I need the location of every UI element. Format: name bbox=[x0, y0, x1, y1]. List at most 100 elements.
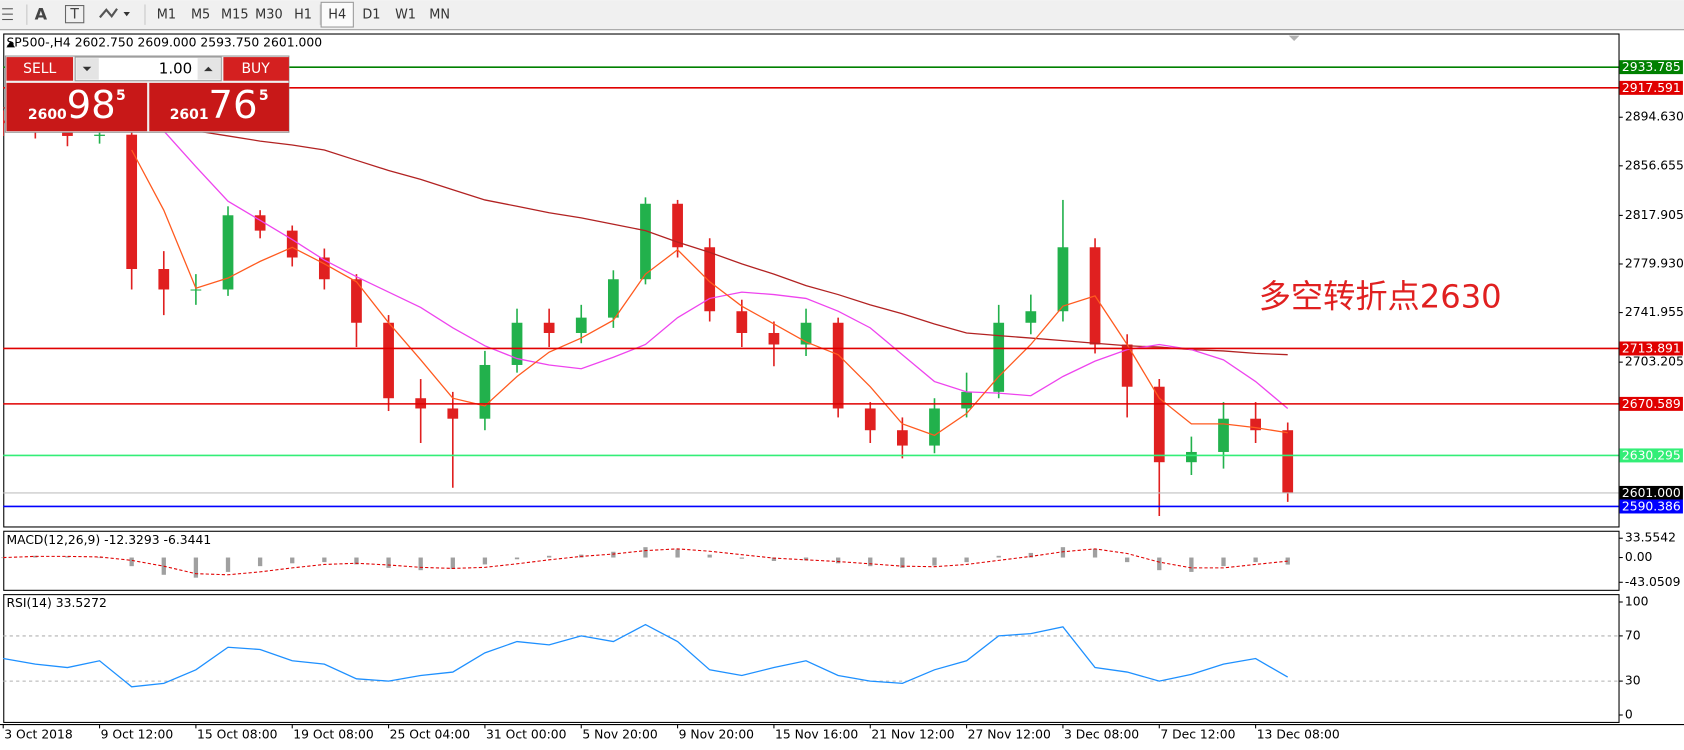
y-tick-label: 2703.205 bbox=[1625, 355, 1684, 369]
y-tick-label: 2817.905 bbox=[1625, 208, 1684, 222]
macd-histogram bbox=[450, 557, 455, 570]
macd-histogram bbox=[129, 557, 134, 567]
macd-panel bbox=[3, 530, 1620, 591]
y-tick-label: 100 bbox=[1625, 595, 1649, 609]
macd-histogram bbox=[290, 557, 295, 564]
moving-average bbox=[131, 112, 1289, 410]
candle-body bbox=[447, 408, 459, 419]
macd-histogram bbox=[1285, 557, 1290, 565]
macd-histogram bbox=[932, 557, 937, 566]
timeframe-button[interactable]: H4 bbox=[328, 8, 346, 23]
timeframe-button[interactable]: MN bbox=[429, 8, 450, 23]
main-panel bbox=[3, 33, 1620, 528]
macd-histogram bbox=[611, 551, 616, 558]
candle-body bbox=[126, 134, 138, 270]
label-tool-frame bbox=[64, 5, 85, 24]
timeframe-button[interactable]: M1 bbox=[157, 8, 176, 23]
candle-body bbox=[575, 317, 587, 333]
macd-histogram bbox=[1125, 557, 1130, 563]
timeframe-button[interactable]: M30 bbox=[255, 8, 283, 23]
macd-histogram bbox=[900, 557, 905, 568]
text-tool[interactable]: A bbox=[35, 5, 48, 24]
moving-average bbox=[131, 149, 1288, 437]
candle-body bbox=[190, 289, 202, 291]
sell-button[interactable] bbox=[6, 57, 74, 81]
price-level-label: 2713.891 bbox=[1622, 342, 1681, 356]
macd-histogram bbox=[739, 557, 744, 559]
bid-fraction: 5 bbox=[116, 88, 126, 104]
y-tick-label: 2741.955 bbox=[1625, 305, 1684, 319]
macd-histogram bbox=[643, 547, 648, 558]
macd-histogram bbox=[514, 557, 520, 560]
macd-histogram bbox=[675, 549, 680, 558]
y-tick-label: 2894.630 bbox=[1625, 110, 1684, 124]
buy-button[interactable] bbox=[223, 57, 289, 81]
label-tool[interactable]: T bbox=[69, 7, 79, 23]
macd-histogram bbox=[707, 554, 712, 558]
menu-icon[interactable] bbox=[2, 8, 13, 21]
timeframe-button[interactable]: H1 bbox=[294, 8, 312, 23]
timeframe-button[interactable]: W1 bbox=[395, 8, 416, 23]
price-level-label: 2917.591 bbox=[1622, 81, 1681, 95]
macd-histogram bbox=[1189, 557, 1194, 572]
price-layer bbox=[3, 107, 1294, 516]
y-tick-label: 70 bbox=[1625, 628, 1641, 642]
rsi-line bbox=[3, 623, 1289, 688]
timeframe-button[interactable]: M15 bbox=[221, 8, 249, 23]
macd-histogram bbox=[803, 557, 809, 561]
candle-body bbox=[640, 203, 651, 280]
macd-histogram bbox=[322, 557, 327, 563]
timeframe-active bbox=[320, 1, 354, 28]
dropdown-arrow bbox=[123, 11, 130, 17]
timeframe-button[interactable]: D1 bbox=[362, 8, 380, 23]
panel-title: SP500-,H4 2602.750 2609.000 2593.750 260… bbox=[6, 36, 322, 50]
candle-body bbox=[897, 430, 908, 446]
ask-pips: 76 bbox=[208, 83, 257, 128]
ask-big: 2601 bbox=[170, 107, 209, 123]
macd-histogram bbox=[1157, 557, 1162, 571]
macd-histogram bbox=[1092, 548, 1098, 558]
price-level-label: 2670.589 bbox=[1622, 397, 1681, 411]
timeframe-button[interactable]: M5 bbox=[191, 8, 210, 23]
candle-body bbox=[672, 203, 683, 248]
price-level-tag bbox=[1619, 80, 1683, 95]
candle-body bbox=[1121, 344, 1133, 387]
buy-label: BUY bbox=[241, 61, 270, 77]
candle-body bbox=[511, 322, 523, 365]
y-tick-label: 0 bbox=[1625, 708, 1633, 722]
collapse-arrow[interactable] bbox=[6, 40, 16, 48]
macd-histogram bbox=[482, 557, 488, 565]
bid-box[interactable] bbox=[6, 82, 148, 132]
candle-body bbox=[254, 215, 266, 231]
y-tick-label: 0.00 bbox=[1625, 550, 1653, 564]
panel-title: RSI(14) 33.5272 bbox=[6, 596, 106, 610]
ask-fraction: 5 bbox=[259, 88, 269, 104]
macd-histogram bbox=[1028, 552, 1033, 558]
price-level-tag bbox=[1619, 341, 1683, 356]
x-tick-label: 27 Nov 12:00 bbox=[968, 727, 1051, 741]
candle-body bbox=[1282, 430, 1294, 493]
arrow-down bbox=[82, 66, 92, 72]
shapes-tool[interactable] bbox=[99, 8, 130, 19]
candle-body bbox=[736, 311, 748, 333]
ask-box[interactable] bbox=[149, 82, 289, 132]
candle-body bbox=[929, 408, 940, 446]
x-tick-label: 7 Dec 12:00 bbox=[1160, 727, 1235, 741]
x-tick-label: 31 Oct 00:00 bbox=[486, 727, 567, 741]
price-level-label: 2933.785 bbox=[1622, 60, 1681, 74]
chart-shift-marker[interactable] bbox=[1288, 35, 1300, 41]
price-level-label: 2590.386 bbox=[1622, 500, 1681, 514]
lots-field[interactable] bbox=[74, 56, 222, 82]
sell-label: SELL bbox=[23, 61, 56, 77]
candle-body bbox=[607, 279, 619, 318]
macd-histogram bbox=[386, 557, 391, 568]
candle-body bbox=[1218, 418, 1229, 452]
x-tick-label: 3 Oct 2018 bbox=[4, 727, 73, 741]
candle-body bbox=[1250, 418, 1261, 431]
y-tick-label: 30 bbox=[1625, 674, 1641, 688]
candle-body bbox=[800, 322, 812, 345]
candle-body bbox=[704, 247, 716, 312]
timeframes: M1 M5 M15 M30 H1 H4 D1 W1 MN bbox=[157, 1, 450, 28]
